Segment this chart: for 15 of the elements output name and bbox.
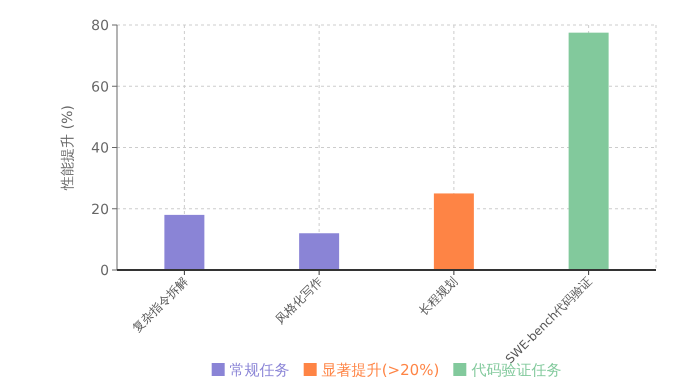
- legend-label: 显著提升(>20%): [322, 361, 440, 379]
- y-tick-label: 60: [91, 79, 109, 96]
- bar: [434, 193, 474, 270]
- x-tick-label: 长程规划: [416, 274, 460, 318]
- bar: [164, 214, 204, 270]
- y-tick-label: 20: [91, 202, 109, 218]
- x-tick-label: 复杂指令拆解: [130, 274, 190, 336]
- y-tick-label: 80: [91, 18, 109, 34]
- y-axis-title: 性能提升 (%): [60, 105, 76, 191]
- legend-label: 常规任务: [230, 361, 290, 379]
- bar: [568, 32, 609, 270]
- y-tick-label: 40: [91, 140, 109, 156]
- x-tick-label: 风格化写作: [272, 274, 326, 327]
- bar: [299, 233, 340, 270]
- y-tick-label: 0: [100, 263, 109, 279]
